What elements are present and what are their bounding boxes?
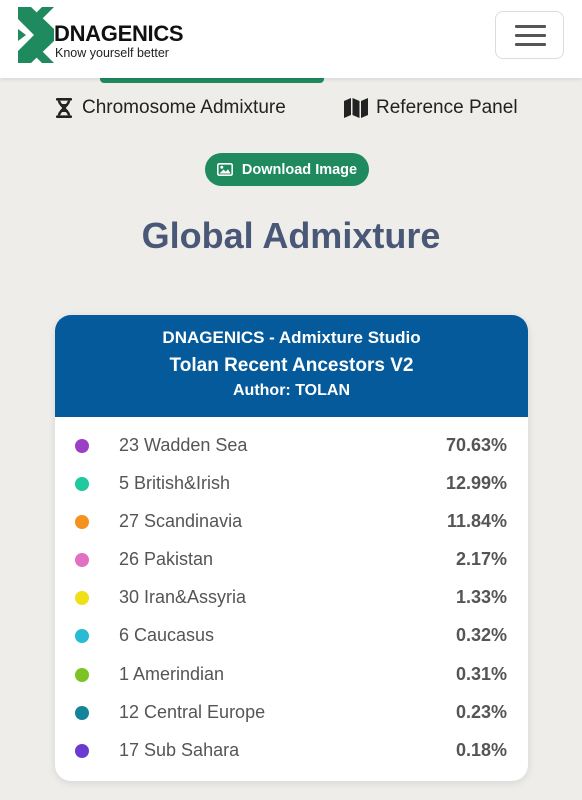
admixture-results-card: DNAGENICS - Admixture Studio Tolan Recen… — [55, 315, 528, 781]
population-label: 5 British&Irish — [119, 473, 231, 494]
image-icon — [216, 163, 233, 176]
brand-name[interactable]: DNAGENICS — [54, 21, 184, 46]
app-header: DNAGENICS Know yourself better — [0, 0, 582, 78]
card-model-name: Tolan Recent Ancestors V2 — [169, 355, 414, 376]
dnagenics-logo-icon[interactable] — [18, 7, 54, 63]
card-author: Author: TOLAN — [232, 382, 350, 399]
population-percentage: 0.18% — [455, 739, 507, 760]
population-label: 12 Central Europe — [119, 701, 266, 722]
population-percentage: 0.31% — [455, 663, 507, 684]
population-color-dot — [75, 591, 89, 606]
result-row: 30 Iran&Assyria 1.33% — [55, 581, 528, 619]
population-color-dot — [75, 743, 89, 758]
map-icon — [344, 98, 368, 118]
population-label: 30 Iran&Assyria — [119, 587, 247, 608]
menu-button[interactable] — [495, 11, 564, 59]
chromosome-icon — [56, 98, 72, 118]
nav-link-label: Chromosome Admixture — [82, 97, 286, 118]
population-color-dot — [75, 439, 89, 453]
download-image-button[interactable]: Download Image — [205, 153, 369, 186]
brand-tagline: Know yourself better — [55, 46, 169, 60]
hamburger-menu-icon — [515, 25, 546, 28]
result-row: 27 Scandinavia 11.84% — [55, 505, 528, 543]
population-label: 26 Pakistan — [119, 549, 214, 570]
result-row: 6 Caucasus 0.32% — [55, 619, 528, 657]
population-label: 17 Sub Sahara — [119, 739, 240, 760]
card-studio-title: DNAGENICS - Admixture Studio — [162, 328, 421, 347]
result-row: 12 Central Europe 0.23% — [55, 696, 528, 734]
population-color-dot — [75, 705, 89, 720]
population-color-dot — [75, 553, 89, 568]
result-row: 5 British&Irish 12.99% — [55, 467, 528, 505]
population-percentage: 11.84% — [446, 511, 507, 532]
population-color-dot — [75, 667, 89, 682]
population-label: 27 Scandinavia — [119, 511, 243, 532]
nav-link-reference-panel[interactable]: Reference Panel — [344, 96, 518, 120]
page-title: Global Admixture — [141, 215, 441, 256]
population-percentage: 0.23% — [455, 701, 507, 722]
results-list: 23 Wadden Sea 70.63% 5 British&Irish 12.… — [55, 417, 528, 772]
result-row: 23 Wadden Sea 70.63% — [55, 429, 528, 467]
download-button-label: Download Image — [241, 161, 358, 178]
population-label: 23 Wadden Sea — [119, 435, 248, 455]
nav-link-chromosome-admixture[interactable]: Chromosome Admixture — [54, 96, 286, 120]
result-row: 1 Amerindian 0.31% — [55, 658, 528, 696]
population-label: 1 Amerindian — [119, 663, 225, 684]
population-percentage: 70.63% — [445, 435, 507, 455]
nav-link-label: Reference Panel — [376, 97, 518, 118]
population-color-dot — [75, 477, 89, 492]
population-percentage: 2.17% — [455, 549, 507, 570]
card-header: DNAGENICS - Admixture Studio Tolan Recen… — [55, 315, 528, 417]
population-color-dot — [75, 629, 89, 644]
population-label: 6 Caucasus — [119, 625, 215, 646]
population-percentage: 12.99% — [445, 473, 507, 494]
population-percentage: 0.32% — [455, 625, 507, 646]
result-row: 17 Sub Sahara 0.18% — [55, 734, 528, 772]
result-row: 26 Pakistan 2.17% — [55, 543, 528, 581]
population-percentage: 1.33% — [455, 587, 507, 608]
population-color-dot — [75, 515, 89, 530]
